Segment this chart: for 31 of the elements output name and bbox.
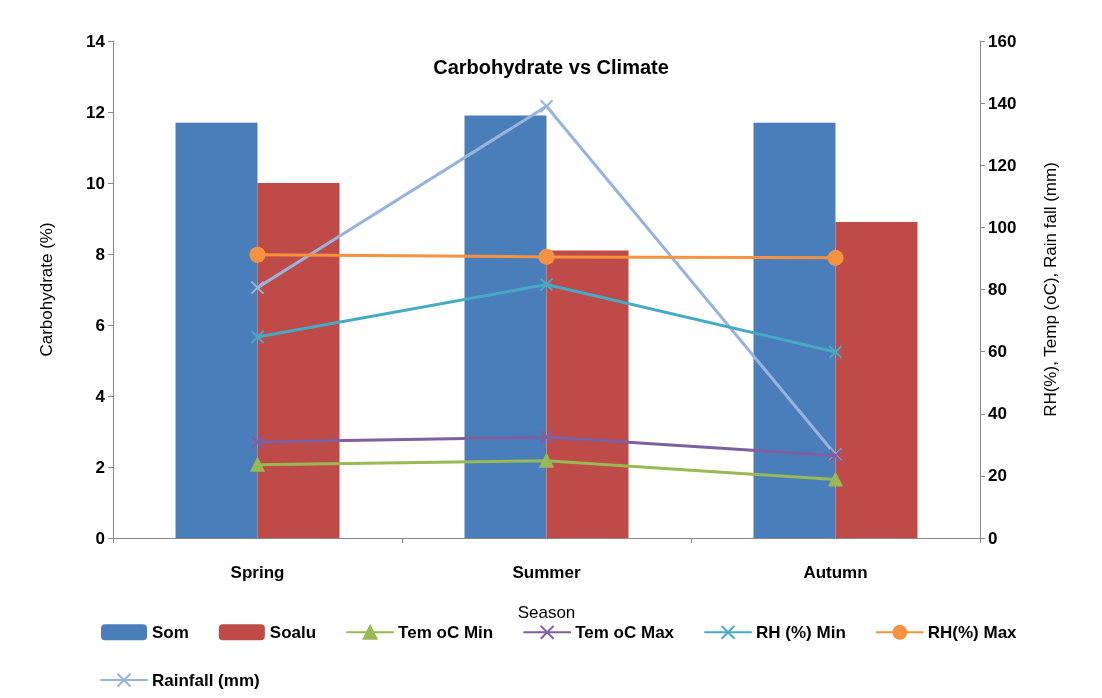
y2-tick-label: 0 <box>988 528 998 548</box>
y2-tick-label: 80 <box>988 280 1007 299</box>
y-tick-label: 14 <box>86 31 106 51</box>
x-tick-label: Autumn <box>803 563 868 582</box>
y2-tick-label: 60 <box>988 342 1007 362</box>
legend-label: Rainfall (mm) <box>152 670 260 690</box>
y2-tick-label: 20 <box>988 466 1007 486</box>
legend-label: RH(%) Max <box>927 622 1018 642</box>
y-tick-label: 0 <box>95 528 105 548</box>
legend-label: Soalu <box>269 622 317 642</box>
y-tick-label: 6 <box>95 315 105 335</box>
x-tick-label: Spring <box>230 563 285 582</box>
y-axis-title: Carbohydrate (%) <box>37 222 56 357</box>
y2-tick-label: 120 <box>988 155 1017 175</box>
y2-tick-label: 100 <box>988 217 1017 237</box>
y-tick-label: 8 <box>95 244 105 264</box>
legend-label: Tem oC Max <box>575 622 675 642</box>
legend-label: Tem oC Min <box>398 622 494 642</box>
x-axis-title: Season <box>517 603 576 622</box>
y2-tick-label: 160 <box>988 31 1017 51</box>
x-tick-label: Summer <box>512 563 581 582</box>
legend-label: Som <box>152 622 189 642</box>
y-tick-label: 2 <box>95 457 105 477</box>
text: Carbohydrate vs Climate <box>433 56 669 78</box>
legend-label: RH (%) Min <box>756 622 846 642</box>
y2-axis-title: RH(%), Temp (oC), Rain fall (mm) <box>1041 162 1060 417</box>
y-tick-label: 10 <box>86 173 105 193</box>
y-tick-label: 4 <box>95 386 106 406</box>
y2-tick-label: 140 <box>988 93 1017 113</box>
y-tick-label: 12 <box>86 102 105 122</box>
y2-tick-label: 40 <box>988 404 1007 424</box>
